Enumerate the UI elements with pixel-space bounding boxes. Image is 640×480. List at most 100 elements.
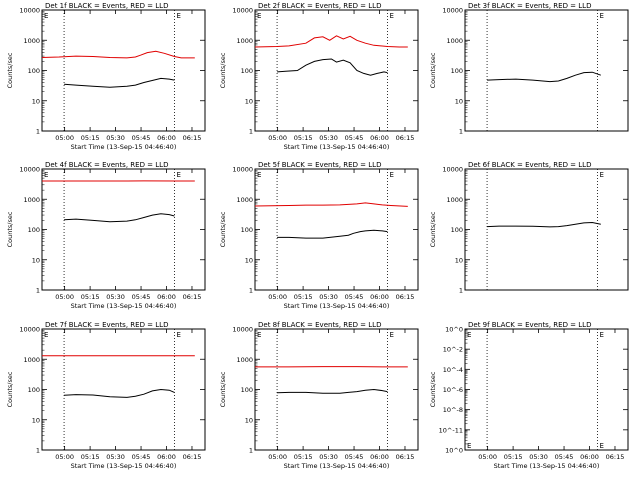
- x-tick-label: 05:30: [106, 453, 125, 461]
- y-tick-label: 10000: [442, 7, 463, 15]
- plot-frame: [464, 328, 629, 451]
- x-tick-label: 05:45: [555, 453, 574, 461]
- y-tick-label: 10: [455, 256, 463, 264]
- y-tick-label: 10^-11: [439, 426, 463, 434]
- y-tick-label: 100: [241, 386, 253, 394]
- panel-title: Det 9f BLACK = Events, RED = LLD: [468, 321, 591, 329]
- marker-label-top: E: [389, 12, 393, 20]
- y-tick-label: 10: [455, 97, 463, 105]
- marker-label-top: E: [389, 331, 393, 339]
- x-axis-label: Start Time (13-Sep-15 04:46:40): [494, 462, 600, 470]
- panel-title: Det 3f BLACK = Events, RED = LLD: [468, 2, 591, 10]
- x-tick-label: 06:00: [580, 453, 599, 461]
- x-tick-label: 06:15: [396, 293, 415, 301]
- y-tick-label: 10^-8: [443, 406, 463, 414]
- x-tick-label: 05:15: [81, 453, 100, 461]
- x-tick-label: 05:00: [268, 293, 287, 301]
- panel-title: Det 6f BLACK = Events, RED = LLD: [468, 161, 591, 169]
- x-tick-label: 05:45: [132, 453, 151, 461]
- x-tick-label: 05:15: [294, 134, 313, 142]
- y-tick-label: 10: [245, 416, 253, 424]
- y-tick-label: 1: [249, 447, 253, 455]
- y-tick-label: 100: [451, 67, 463, 75]
- panel-title: Det 8f BLACK = Events, RED = LLD: [258, 321, 381, 329]
- y-axis-label: Counts/sec: [6, 52, 14, 88]
- black-events-line: [277, 229, 388, 239]
- marker-label-top: E: [44, 331, 48, 339]
- red-lld-line: [254, 202, 408, 207]
- panel-7: Det 7f BLACK = Events, RED = LLD 1 10 100 10…: [6, 321, 206, 470]
- black-events-line: [64, 213, 175, 223]
- black-events-line: [64, 388, 175, 398]
- x-axis-label: Start Time (13-Sep-15 04:46:40): [284, 302, 390, 310]
- y-tick-label: 1: [459, 287, 463, 295]
- marker-label-top: E: [176, 331, 180, 339]
- x-tick-label: 05:30: [106, 134, 125, 142]
- x-tick-label: 05:45: [345, 453, 364, 461]
- x-tick-label: 05:15: [504, 453, 523, 461]
- y-tick-label: 1000: [236, 196, 253, 204]
- x-tick-label: 05:15: [294, 453, 313, 461]
- panel-4: Det 4f BLACK = Events, RED = LLD 1 10 100 10…: [6, 161, 206, 310]
- y-tick-label: 10: [245, 97, 253, 105]
- x-tick-label: 05:00: [268, 453, 287, 461]
- y-axis-label: Counts/sec: [219, 52, 227, 88]
- plot-frame: [254, 168, 419, 291]
- marker-label-top: E: [44, 171, 48, 179]
- x-tick-label: 05:00: [55, 453, 74, 461]
- y-tick-label: 100: [241, 226, 253, 234]
- panel-title: Det 4f BLACK = Events, RED = LLD: [45, 161, 168, 169]
- marker-label-bottom: E: [599, 442, 603, 450]
- marker-label-top: E: [176, 12, 180, 20]
- x-tick-label: 06:00: [370, 134, 389, 142]
- y-tick-label: 10000: [232, 326, 253, 334]
- panel-6: Det 6f BLACK = Events, RED = LLD 1 10 100 10…: [429, 161, 629, 295]
- x-tick-label: 05:30: [529, 453, 548, 461]
- x-tick-label: 05:45: [345, 293, 364, 301]
- x-tick-label: 06:00: [370, 293, 389, 301]
- x-axis-label: Start Time (13-Sep-15 04:46:40): [284, 143, 390, 151]
- y-tick-label: 1000: [23, 37, 40, 45]
- y-tick-label: 1: [459, 128, 463, 136]
- black-events-line: [487, 71, 601, 83]
- x-axis-label: Start Time (13-Sep-15 04:46:40): [71, 302, 177, 310]
- marker-label-top: E: [467, 331, 471, 339]
- y-tick-label: 1000: [236, 356, 253, 364]
- y-tick-label: 10: [245, 256, 253, 264]
- x-axis-label: Start Time (13-Sep-15 04:46:40): [284, 462, 390, 470]
- x-tick-label: 05:30: [319, 293, 338, 301]
- x-tick-label: 06:00: [370, 453, 389, 461]
- marker-label-top: E: [176, 171, 180, 179]
- x-tick-label: 05:00: [268, 134, 287, 142]
- y-tick-label: 100: [451, 226, 463, 234]
- y-tick-label: 10000: [442, 166, 463, 174]
- y-tick-label: 100: [28, 67, 40, 75]
- y-tick-label: 10^0: [445, 326, 463, 334]
- panel-8: Det 8f BLACK = Events, RED = LLD 1 10 100 10…: [219, 321, 419, 470]
- black-events-line: [487, 221, 601, 228]
- x-tick-label: 06:15: [396, 134, 415, 142]
- x-axis-label: Start Time (13-Sep-15 04:46:40): [71, 462, 177, 470]
- y-tick-label: 1000: [446, 196, 463, 204]
- marker-label-top: E: [44, 12, 48, 20]
- y-tick-label: 1000: [23, 196, 40, 204]
- y-tick-label: 10^-6: [443, 386, 463, 394]
- y-tick-label: 10000: [232, 7, 253, 15]
- y-tick-label: 10000: [19, 7, 40, 15]
- x-tick-label: 05:15: [81, 293, 100, 301]
- panel-5: Det 5f BLACK = Events, RED = LLD 1 10 100 10…: [219, 161, 419, 310]
- y-tick-label: 1: [36, 128, 40, 136]
- y-axis-label: Counts/sec: [429, 371, 437, 407]
- y-axis-label: Counts/sec: [219, 371, 227, 407]
- x-tick-label: 06:00: [157, 293, 176, 301]
- y-tick-label: 10: [32, 256, 40, 264]
- y-axis-label: Counts/sec: [6, 371, 14, 407]
- y-axis-label: Counts/sec: [429, 52, 437, 88]
- y-tick-label: 1: [249, 128, 253, 136]
- y-tick-label: 10000: [232, 166, 253, 174]
- y-tick-label: 100: [28, 226, 40, 234]
- x-tick-label: 05:30: [319, 453, 338, 461]
- y-tick-label: 1: [36, 447, 40, 455]
- x-axis-label: Start Time (13-Sep-15 04:46:40): [71, 143, 177, 151]
